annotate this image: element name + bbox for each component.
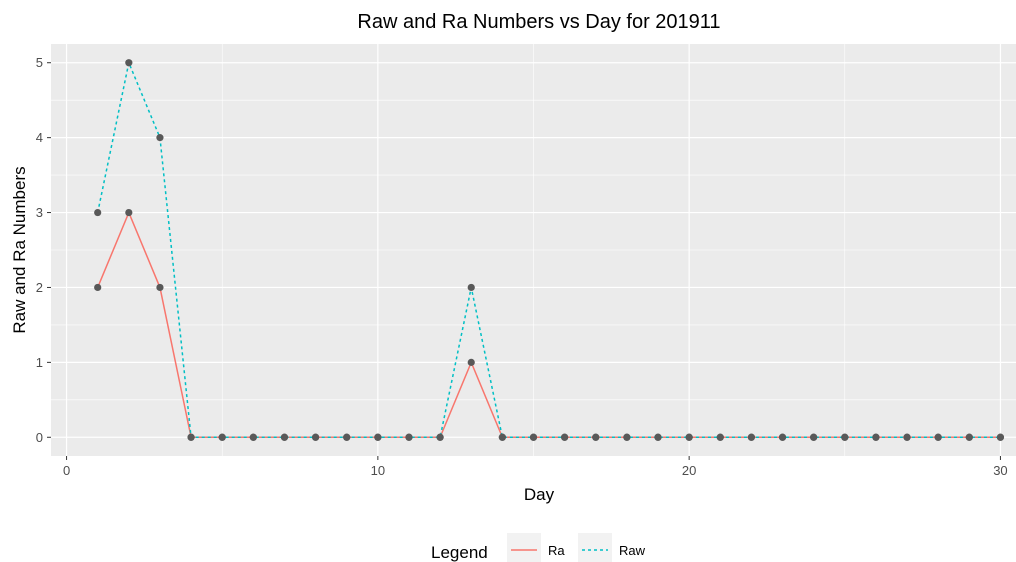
point-raw (498, 433, 506, 441)
point-raw (841, 433, 849, 441)
y-tick-label: 4 (36, 130, 43, 145)
point-ra (94, 283, 102, 292)
point-raw (187, 433, 195, 441)
point-raw (747, 433, 756, 441)
point-raw (125, 59, 133, 67)
x-axis-title: Day (524, 485, 555, 504)
y-tick-label: 3 (36, 205, 43, 220)
point-raw (685, 433, 693, 441)
point-ra (156, 283, 164, 292)
y-tick-label: 5 (36, 55, 43, 70)
point-ra (125, 208, 133, 217)
x-axis: 0 10 20 30 (63, 456, 1008, 478)
point-raw (965, 433, 973, 441)
point-raw (311, 433, 320, 441)
point-raw (343, 433, 351, 441)
legend-label: Ra (548, 543, 565, 558)
y-axis: 0 1 2 3 4 5 (36, 55, 51, 445)
point-raw (934, 433, 942, 441)
legend-item-ra: Ra (507, 533, 565, 562)
major-gridlines (51, 44, 1016, 456)
legend-key-box (578, 533, 612, 562)
y-tick-label: 1 (36, 355, 43, 370)
legend-item-raw: Raw (578, 533, 646, 562)
point-raw (218, 433, 226, 441)
point-raw (716, 433, 724, 441)
point-raw (623, 433, 631, 441)
x-tick-label: 0 (63, 463, 70, 478)
y-tick-label: 2 (36, 280, 43, 295)
point-raw (436, 433, 444, 441)
point-raw (654, 433, 662, 441)
point-raw (872, 433, 880, 441)
x-tick-label: 10 (371, 463, 385, 478)
point-ra (467, 358, 475, 366)
x-tick-label: 30 (993, 463, 1007, 478)
point-raw (280, 433, 289, 441)
series-line-ra (97, 211, 1001, 439)
y-axis-title: Raw and Ra Numbers (10, 166, 29, 333)
x-tick-label: 20 (682, 463, 696, 478)
legend-title: Legend (431, 543, 488, 562)
legend-label: Raw (619, 543, 646, 558)
legend-keys: Ra Raw (507, 533, 646, 562)
point-raw (996, 433, 1005, 441)
point-raw (903, 433, 911, 441)
chart-title: Raw and Ra Numbers vs Day for 201911 (357, 11, 720, 33)
minor-gridlines (51, 44, 1016, 456)
point-raw (405, 433, 413, 441)
y-tick-label: 0 (36, 430, 43, 445)
point-raw (249, 433, 257, 441)
point-raw (94, 208, 102, 217)
point-raw (810, 433, 818, 441)
point-raw (592, 433, 600, 441)
point-raw (778, 433, 787, 441)
points-layer (94, 59, 1005, 441)
point-raw (561, 433, 569, 441)
legend: Legend Ra Raw (431, 533, 646, 562)
legend-key-box (507, 533, 541, 562)
point-raw (156, 134, 164, 142)
point-raw (467, 283, 475, 292)
series-layer (96, 61, 1001, 439)
point-raw (374, 433, 382, 441)
point-raw (529, 433, 538, 441)
